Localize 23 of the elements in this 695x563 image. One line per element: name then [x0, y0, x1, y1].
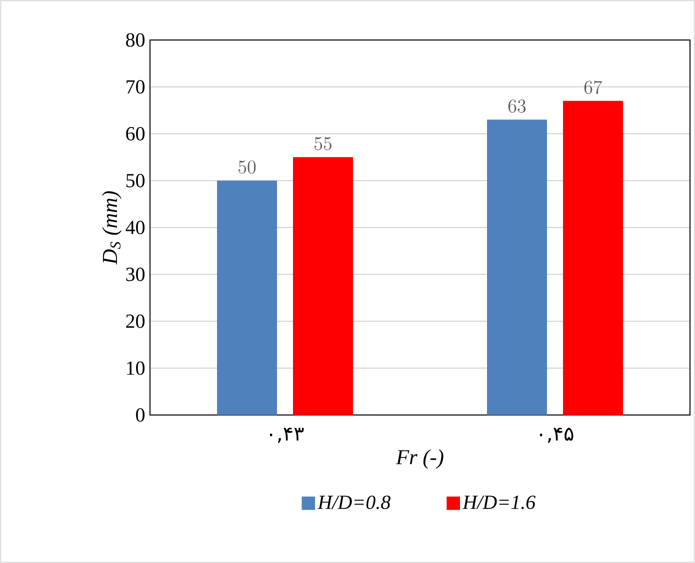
bar: [217, 180, 278, 415]
x-tick-label: ۰,۴۳: [270, 428, 304, 443]
y-tick-label: 10: [127, 361, 145, 375]
y-tick-label: 50: [126, 174, 145, 188]
bar: [487, 120, 548, 415]
y-tick-label: 70: [126, 80, 145, 94]
y-tick-label: 0: [136, 408, 145, 422]
data-label: 50: [238, 160, 256, 174]
data-label: 63: [508, 100, 526, 113]
y-tick-label: 20: [126, 314, 145, 328]
legend-label: H/D=0.8: [318, 496, 390, 510]
y-tick-label: 30: [126, 268, 145, 282]
data-label: 67: [584, 80, 602, 94]
y-axis-title: D$_{S}$ (mm): [102, 191, 122, 265]
bar: [563, 100, 623, 415]
x-axis-title: Fr (-): [396, 449, 444, 469]
legend-label: H/D=1.6: [462, 496, 536, 510]
y-tick-label: 80: [126, 33, 145, 47]
y-tick-label: 60: [126, 126, 145, 140]
bar: [293, 157, 354, 415]
y-tick-label: 40: [126, 220, 145, 234]
x-tick-label: ۰,۴۵: [540, 428, 574, 443]
data-label: 55: [314, 137, 332, 150]
